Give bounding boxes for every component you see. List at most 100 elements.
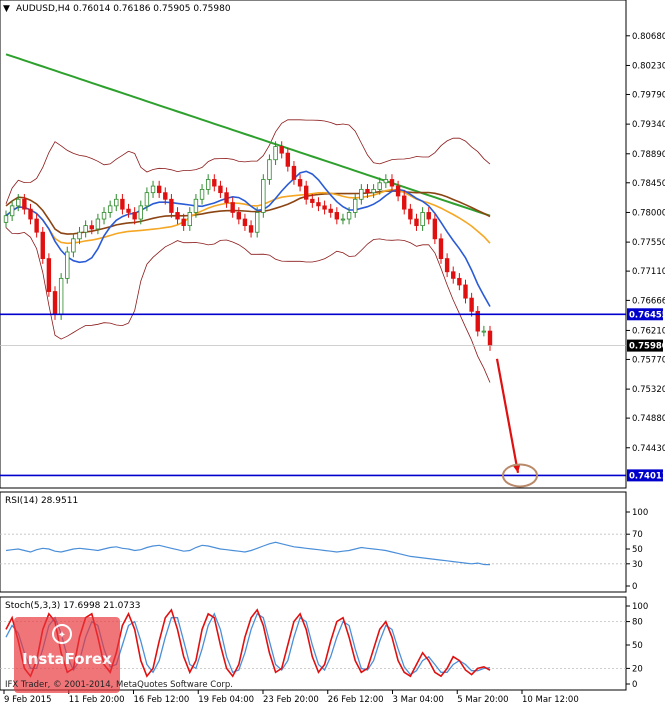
forecast-arrow-line xyxy=(495,358,520,474)
candle-body xyxy=(83,225,88,233)
candle-body xyxy=(310,198,315,203)
candle-body xyxy=(144,192,150,207)
candle-body xyxy=(114,198,119,207)
candle-body xyxy=(414,218,419,227)
forecast-arrowhead-icon xyxy=(512,464,521,473)
price-tick-label: 0.78000 xyxy=(632,208,665,218)
candle-body xyxy=(169,198,174,213)
candle-body xyxy=(156,185,162,194)
bollinger-lower xyxy=(5,227,491,383)
candle-body xyxy=(261,179,266,213)
candle-body xyxy=(46,258,52,292)
rsi-tick-label: 30 xyxy=(632,560,643,570)
target-circle xyxy=(502,463,538,488)
candle-body xyxy=(175,212,180,220)
candle-body xyxy=(475,310,480,332)
candle-body xyxy=(487,330,493,347)
candle-body xyxy=(291,165,297,180)
bollinger-upper xyxy=(5,119,491,205)
candle-body xyxy=(322,205,327,210)
candle-body xyxy=(58,277,64,316)
time-tick-label: 11 Feb 20:00 xyxy=(69,695,125,705)
price-tick-label: 0.78450 xyxy=(632,179,665,189)
main-chart-frame xyxy=(0,0,627,489)
rsi-line xyxy=(5,541,491,566)
stoch-tick-label: 0 xyxy=(632,680,637,690)
candle-body xyxy=(34,218,39,233)
price-label-box xyxy=(627,308,663,321)
svg-text:✦: ✦ xyxy=(58,630,66,641)
ma-orange-line xyxy=(5,188,491,245)
candle-body xyxy=(132,212,137,220)
time-tick-label: 23 Feb 20:00 xyxy=(263,695,319,705)
candle-body xyxy=(77,231,82,240)
symbol-header: AUDUSD,H4 0.76014 0.76186 0.75905 0.7598… xyxy=(16,4,231,14)
candle-body xyxy=(297,179,303,187)
candle-body xyxy=(273,146,278,161)
candle-body xyxy=(389,179,395,187)
price-label-box xyxy=(627,469,663,482)
candle-body xyxy=(463,284,468,299)
time-tick-label: 19 Feb 04:00 xyxy=(198,695,254,705)
price-tick-label: 0.76666 xyxy=(632,296,665,306)
price-tick-label: 0.77110 xyxy=(632,267,665,277)
candle-body xyxy=(150,185,156,194)
price-label-text: 0.75980 xyxy=(629,342,665,352)
price-label-text: 0.76455 xyxy=(629,310,665,320)
candle-body xyxy=(279,146,284,154)
candle-body xyxy=(187,212,192,227)
collapse-triangle-icon[interactable]: ▼ xyxy=(3,4,10,14)
candle-body xyxy=(481,330,487,333)
candle-body xyxy=(304,185,309,200)
candle-body xyxy=(101,212,107,220)
candle-body xyxy=(408,208,413,220)
price-tick-label: 0.74880 xyxy=(632,414,665,424)
candle-body xyxy=(89,225,94,230)
candle-body xyxy=(236,212,242,220)
price-label-text: 0.74011 xyxy=(629,471,665,481)
candle-body xyxy=(95,218,101,230)
price-tick-label: 0.74430 xyxy=(632,444,665,454)
candle-body xyxy=(65,251,70,279)
candle-body xyxy=(469,297,474,312)
candle-body xyxy=(359,188,364,200)
candle-body xyxy=(138,205,143,220)
candle-body xyxy=(402,195,407,210)
time-tick-label: 26 Feb 12:00 xyxy=(328,695,384,705)
candle-body xyxy=(3,215,9,223)
candle-body xyxy=(340,218,346,221)
ma-blue-line xyxy=(5,170,491,307)
candle-body xyxy=(254,212,260,233)
rsi-layer xyxy=(0,533,626,566)
instaforex-logo: ✦ InstaForex xyxy=(14,617,120,693)
price-tick-label: 0.75770 xyxy=(632,355,665,365)
candle-body xyxy=(9,205,15,217)
axis-layer: 0.80680 0.80230 0.79790 0.79340 0.78890 0.784… xyxy=(3,32,665,705)
candle-body xyxy=(346,212,352,220)
rsi-tick-label: 50 xyxy=(632,545,643,555)
candle-body xyxy=(365,188,370,194)
stoch-tick-label: 20 xyxy=(632,664,643,674)
price-tick-label: 0.80680 xyxy=(632,32,665,42)
stoch-tick-label: 100 xyxy=(632,602,648,612)
emblem-icon xyxy=(52,624,72,644)
price-tick-label: 0.75320 xyxy=(632,385,665,395)
candle-body xyxy=(193,198,199,213)
candle-body xyxy=(212,179,217,187)
candle-body xyxy=(377,182,382,190)
candle-body xyxy=(432,218,438,240)
time-tick-label: 10 Mar 12:00 xyxy=(522,695,579,705)
candle-body xyxy=(230,202,235,213)
candle-body xyxy=(328,208,333,213)
candle-body xyxy=(248,225,254,233)
time-tick-label: 9 Feb 2015 xyxy=(4,695,52,705)
rsi-tick-label: 70 xyxy=(632,530,643,540)
stoch-tick-label: 80 xyxy=(632,618,643,628)
price-tick-label: 0.77550 xyxy=(632,238,665,248)
price-tick-label: 0.80230 xyxy=(632,61,665,71)
price-tick-label: 0.79790 xyxy=(632,90,665,100)
candle-body xyxy=(16,198,21,207)
candle-body xyxy=(71,238,76,253)
candle-body xyxy=(451,271,456,279)
